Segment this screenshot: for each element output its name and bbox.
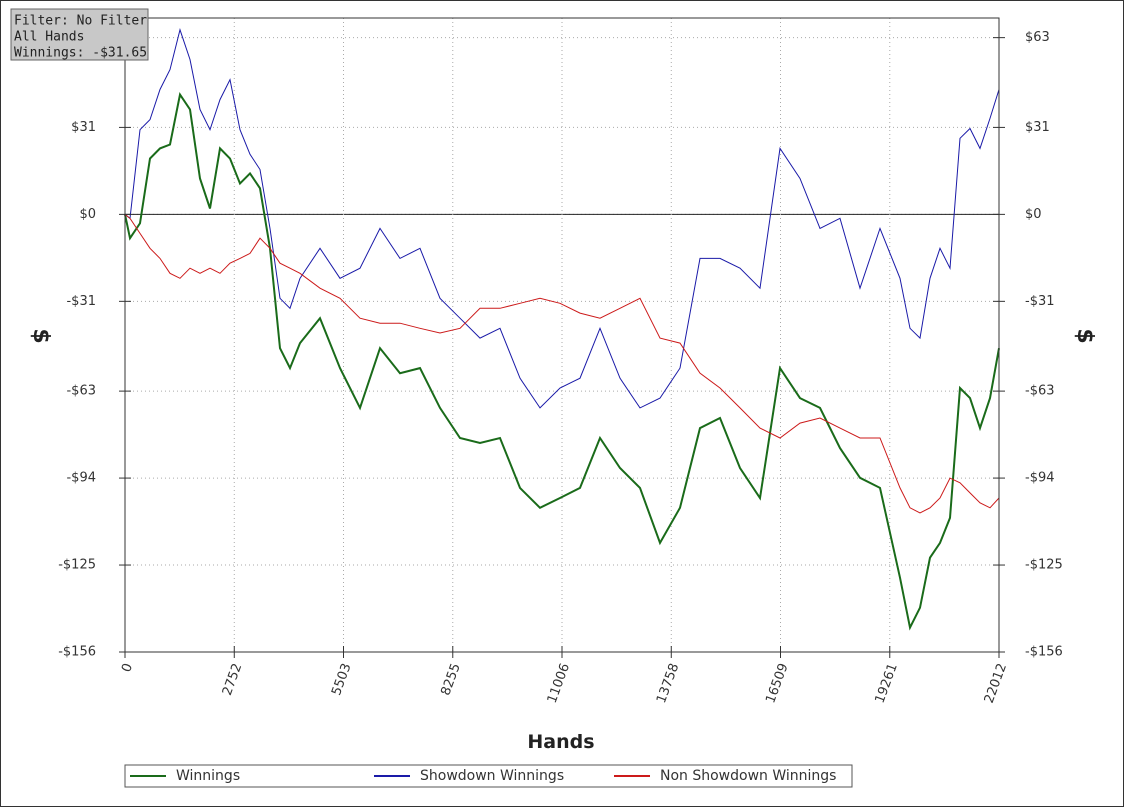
lines — [124, 28, 1000, 631]
y-tick-label: -$31 — [66, 294, 96, 309]
legend-box — [124, 764, 853, 788]
y-tick-label: -$63 — [66, 384, 96, 399]
info-box: Filter: No Filter All Hands Winnings: -$… — [10, 8, 149, 61]
y2-tick-label: -$31 — [1025, 294, 1055, 309]
info-line: Filter: No Filter — [14, 14, 147, 29]
series-line — [124, 92, 1000, 631]
legend: Winnings Showdown Winnings Non Showdown Wi… — [130, 768, 836, 784]
y-tick-label: $31 — [71, 120, 96, 135]
info-box-bg — [10, 8, 149, 61]
x-axis-label: Hands — [527, 731, 594, 753]
y2-tick-label: $63 — [1025, 30, 1050, 45]
y-tick-label: -$156 — [58, 645, 96, 660]
y2-tick-label: -$125 — [1025, 558, 1063, 573]
y-tick-label: -$94 — [66, 471, 96, 486]
y-tick-label: -$125 — [58, 558, 96, 573]
series-line — [124, 28, 1000, 409]
legend-label: Winnings — [176, 768, 240, 784]
series-line — [124, 214, 1000, 514]
y2-tick-label: $31 — [1025, 120, 1050, 135]
y-tick-label: $0 — [79, 207, 96, 222]
y2-tick-label: -$63 — [1025, 384, 1055, 399]
legend-label: Showdown Winnings — [420, 768, 564, 784]
y2-tick-label: -$94 — [1025, 471, 1055, 486]
info-line: All Hands — [14, 30, 84, 45]
legend-label: Non Showdown Winnings — [660, 768, 836, 784]
y2-axis-label: $ — [1072, 328, 1097, 343]
y2-tick-label: $0 — [1025, 207, 1042, 222]
info-line: Winnings: -$31.65 — [14, 46, 147, 61]
y-axis-label: $ — [28, 328, 53, 343]
y2-tick-label: -$156 — [1025, 645, 1063, 660]
